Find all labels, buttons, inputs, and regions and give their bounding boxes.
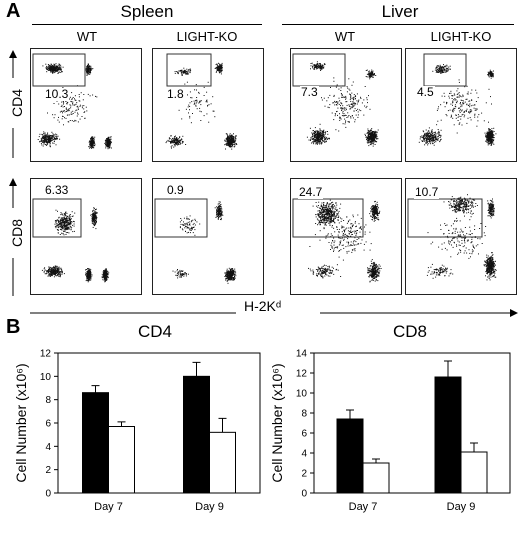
category-label: Day 9 — [195, 501, 224, 513]
bar-0-0 — [337, 419, 363, 493]
y-tick-label: 2 — [45, 465, 51, 476]
error-bar-1-1 — [470, 443, 478, 452]
error-bar-1-1 — [219, 418, 227, 432]
flow-plot-cd4-spleen-wt — [30, 48, 142, 162]
bar-0-1 — [109, 427, 135, 494]
group-rule-liver — [282, 24, 514, 25]
bar-chart-cd4-svg: 0 2 4 6 8 10 12 Cell Number (x10⁶) Day 7 Day 9 — [0, 345, 270, 530]
gate-value-cd8-liver-ko: 10.7 — [414, 186, 439, 199]
bar-chart-cd8-svg: 0 2 4 6 8 10 12 14 Cell Number (x10⁶) Day 7 Day 9 — [262, 345, 520, 530]
group-rule-spleen — [32, 24, 262, 25]
gate-value-cd8-liver-wt: 24.7 — [298, 186, 323, 199]
chart-title-cd8: CD8 — [310, 322, 510, 342]
gate-value-cd4-spleen-wt: 10.3 — [44, 88, 69, 101]
y-tick-label: 10 — [40, 372, 52, 383]
y-axis-label: Cell Number (x10⁶) — [269, 363, 285, 482]
gate-value-cd4-liver-ko: 4.5 — [416, 86, 435, 99]
y-tick-label: 2 — [301, 469, 307, 480]
gate-value-cd8-spleen-ko: 0.9 — [166, 184, 185, 197]
y-tick-label: 12 — [296, 369, 308, 380]
column-label-spleen-ko: LIGHT-KO — [152, 29, 262, 44]
error-bar-1-0 — [444, 361, 452, 377]
error-bar-0-0 — [346, 410, 354, 419]
bar-chart-cd8: 0 2 4 6 8 10 12 14 Cell Number (x10⁶) Day 7 Day 9 — [262, 345, 520, 530]
y-tick-label: 10 — [296, 389, 308, 400]
gate-value-cd8-spleen-wt: 6.33 — [44, 184, 69, 197]
y-tick-label: 0 — [301, 489, 307, 500]
bar-0-1 — [363, 463, 389, 493]
column-label-liver-wt: WT — [290, 29, 400, 44]
column-label-spleen-wt: WT — [32, 29, 142, 44]
bar-chart-cd4: 0 2 4 6 8 10 12 Cell Number (x10⁶) Day 7 Day 9 — [0, 345, 270, 530]
error-bar-0-1 — [372, 459, 380, 463]
y-tick-label: 14 — [296, 349, 308, 360]
chart-title-cd4: CD4 — [55, 322, 255, 342]
error-bar-1-0 — [193, 362, 201, 376]
flow-plot-cd4-spleen-ko — [152, 48, 264, 162]
gate-value-cd4-liver-wt: 7.3 — [300, 86, 319, 99]
bar-1-0 — [184, 376, 210, 493]
bar-1-1 — [210, 432, 236, 493]
category-label: Day 7 — [349, 501, 378, 513]
column-label-liver-ko: LIGHT-KO — [405, 29, 517, 44]
y-tick-label: 0 — [45, 489, 51, 500]
row-label-cd8: CD8 — [9, 208, 25, 258]
gate-value-cd4-spleen-ko: 1.8 — [166, 88, 185, 101]
group-title-spleen: Spleen — [32, 2, 262, 22]
row-label-cd4: CD4 — [9, 78, 25, 128]
bar-0-0 — [83, 393, 109, 493]
y-axis-label: Cell Number (x10⁶) — [13, 363, 29, 482]
y-tick-label: 6 — [45, 419, 51, 430]
y-tick-label: 8 — [45, 395, 51, 406]
bar-1-1 — [461, 452, 487, 493]
flow-plot-cd4-liver-wt — [290, 48, 402, 162]
h2kd-axis-arrow — [30, 304, 520, 312]
panel-b-letter: B — [6, 316, 20, 339]
y-tick-label: 8 — [301, 409, 307, 420]
y-tick-label: 4 — [301, 449, 307, 460]
panel-a-letter: A — [6, 0, 20, 23]
y-tick-label: 12 — [40, 349, 52, 360]
category-label: Day 7 — [94, 501, 123, 513]
category-label: Day 9 — [447, 501, 476, 513]
y-tick-label: 4 — [45, 442, 51, 453]
group-title-liver: Liver — [282, 2, 518, 22]
y-tick-label: 6 — [301, 429, 307, 440]
flow-plot-cd4-liver-ko — [405, 48, 517, 162]
bar-1-0 — [435, 377, 461, 493]
error-bar-0-0 — [92, 386, 100, 393]
error-bar-0-1 — [118, 422, 126, 427]
